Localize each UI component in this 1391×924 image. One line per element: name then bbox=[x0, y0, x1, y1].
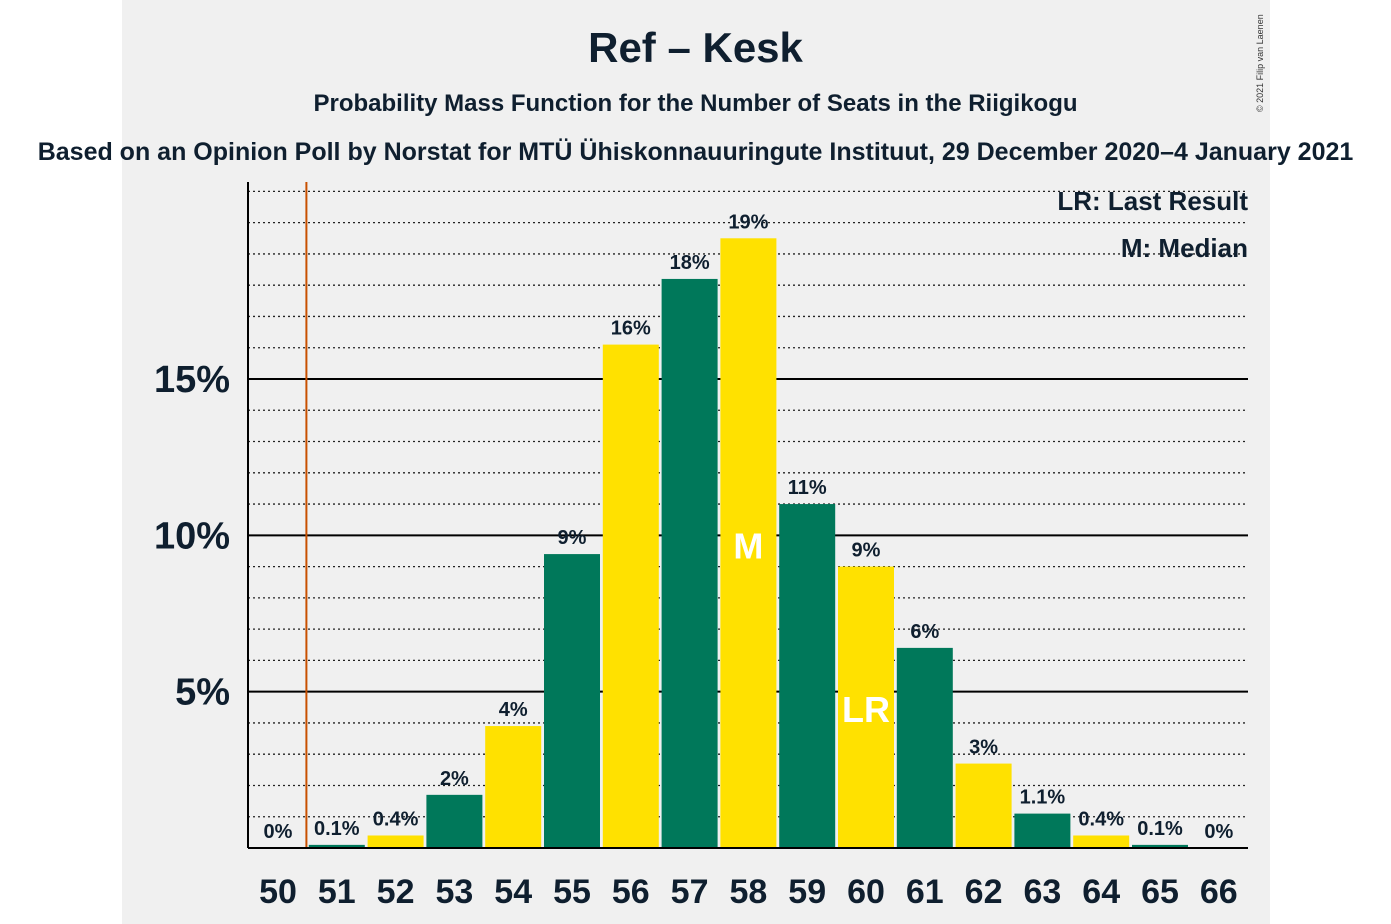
data-label-seat-66: 0% bbox=[1204, 821, 1233, 843]
data-label-seat-58: 19% bbox=[728, 211, 768, 233]
bar-seat-54 bbox=[485, 726, 542, 848]
last-result-marker: LR bbox=[842, 689, 890, 730]
data-label-seat-62: 3% bbox=[969, 737, 998, 759]
x-tick-label: 53 bbox=[435, 873, 473, 911]
median-marker: M bbox=[733, 525, 763, 566]
bar-seat-60 bbox=[838, 566, 894, 848]
x-tick-label: 61 bbox=[906, 873, 944, 911]
data-label-seat-65: 0.1% bbox=[1137, 818, 1183, 840]
data-label-seat-60: 9% bbox=[852, 540, 881, 562]
x-tick-label: 64 bbox=[1082, 873, 1120, 911]
data-label-seat-57: 18% bbox=[670, 252, 710, 274]
chart-source: Based on an Opinion Poll by Norstat for … bbox=[37, 138, 1354, 166]
x-tick-label: 65 bbox=[1141, 873, 1179, 911]
data-label-seat-53: 2% bbox=[440, 768, 469, 790]
bar-seat-63 bbox=[1014, 813, 1071, 848]
bar-seat-55 bbox=[544, 554, 600, 848]
x-tick-label: 52 bbox=[377, 873, 415, 911]
bar-seat-52 bbox=[367, 835, 424, 848]
y-tick-label: 5% bbox=[175, 672, 230, 714]
bar-seat-62 bbox=[955, 763, 1012, 848]
legend-median: M: Median bbox=[1121, 233, 1248, 263]
data-label-seat-54: 4% bbox=[499, 699, 528, 721]
legend-last-result: LR: Last Result bbox=[1057, 186, 1248, 216]
x-tick-label: 55 bbox=[553, 873, 591, 911]
data-label-seat-59: 11% bbox=[788, 477, 827, 499]
bar-seat-65 bbox=[1132, 844, 1188, 848]
bar-seat-58 bbox=[720, 238, 777, 849]
data-label-seat-56: 16% bbox=[611, 318, 651, 340]
x-tick-label: 58 bbox=[729, 873, 767, 911]
chart-title: Ref – Kesk bbox=[588, 24, 803, 71]
data-label-seat-64: 0.4% bbox=[1078, 808, 1124, 830]
bar-seat-64 bbox=[1073, 835, 1130, 848]
data-label-seat-55: 9% bbox=[558, 527, 587, 549]
bar-seat-53 bbox=[426, 794, 483, 848]
x-tick-label: 50 bbox=[259, 873, 297, 911]
data-label-seat-51: 0.1% bbox=[314, 818, 360, 840]
y-tick-label: 15% bbox=[154, 359, 230, 401]
data-label-seat-63: 1.1% bbox=[1020, 787, 1066, 809]
bar-seat-59 bbox=[779, 504, 836, 848]
x-tick-label: 60 bbox=[847, 873, 885, 911]
x-tick-label: 63 bbox=[1023, 873, 1061, 911]
bar-seat-57 bbox=[661, 278, 718, 848]
bar-seat-51 bbox=[308, 844, 365, 848]
chart-subtitle: Probability Mass Function for the Number… bbox=[313, 90, 1078, 117]
bar-seat-56 bbox=[602, 344, 659, 848]
x-tick-label: 54 bbox=[494, 873, 532, 911]
x-tick-label: 66 bbox=[1200, 873, 1238, 911]
x-tick-label: 57 bbox=[671, 873, 709, 911]
data-label-seat-61: 6% bbox=[910, 621, 939, 643]
x-tick-label: 51 bbox=[318, 873, 356, 911]
y-tick-label: 10% bbox=[154, 515, 230, 557]
data-label-seat-52: 0.4% bbox=[373, 808, 419, 830]
x-tick-label: 59 bbox=[788, 873, 826, 911]
bar-seat-61 bbox=[896, 647, 953, 848]
x-tick-label: 62 bbox=[965, 873, 1003, 911]
x-tick-label: 56 bbox=[612, 873, 650, 911]
data-label-seat-50: 0% bbox=[264, 821, 293, 843]
